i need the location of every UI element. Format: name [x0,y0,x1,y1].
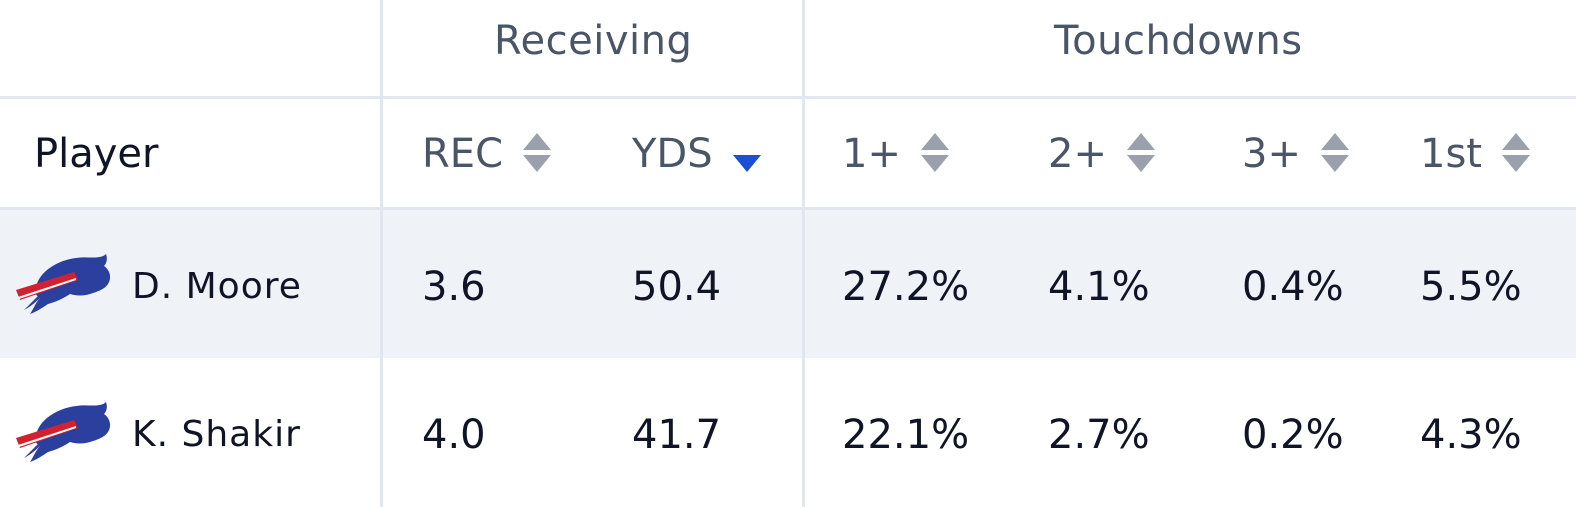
player-name[interactable]: K. Shakir [132,414,301,455]
column-divider [802,0,805,507]
sort-toggle-icon [920,133,949,175]
sort-toggle-icon [1320,133,1349,175]
cell-td3: 0.4% [1242,264,1344,310]
sort-toggle-icon [1501,133,1530,175]
cell-first: 5.5% [1420,264,1522,310]
cell-rec: 4.0 [422,412,486,458]
column-header-label: 2+ [1048,131,1107,177]
group-header-row: Receiving Touchdowns [0,0,1576,99]
column-header-player: Player [34,131,158,177]
group-label-receiving: Receiving [494,18,693,64]
column-header-label: 1st [1420,131,1482,177]
column-header-td3[interactable]: 3+ [1242,131,1349,177]
column-header-first[interactable]: 1st [1420,131,1530,177]
cell-td2: 4.1% [1048,264,1150,310]
sort-descending-icon [732,133,761,175]
column-header-yds[interactable]: YDS [632,131,761,177]
column-header-label: Player [34,131,159,177]
table-row[interactable]: D. Moore 3.6 50.4 27.2% 4.1% 0.4% 5.5% [0,210,1576,358]
column-header-label: REC [422,131,503,177]
column-header-label: 3+ [1242,131,1301,177]
column-divider [380,0,383,507]
cell-td1: 22.1% [842,412,970,458]
column-header-rec[interactable]: REC [422,131,551,177]
player-name[interactable]: D. Moore [132,266,302,307]
column-header-label: YDS [632,131,713,177]
sort-toggle-icon [523,133,551,175]
cell-yds: 50.4 [632,264,722,310]
sort-toggle-icon [1126,133,1155,175]
cell-first: 4.3% [1420,412,1522,458]
column-header-td1[interactable]: 1+ [842,131,949,177]
column-header-label: 1+ [842,131,901,177]
buffalo-bills-logo-icon [16,254,111,314]
column-header-row: Player REC YDS 1+ 2+ 3+ 1st [0,99,1576,210]
cell-td2: 2.7% [1048,412,1150,458]
buffalo-bills-logo-icon [16,402,111,462]
cell-td3: 0.2% [1242,412,1344,458]
group-label-touchdowns: Touchdowns [1054,18,1303,64]
column-header-td2[interactable]: 2+ [1048,131,1155,177]
cell-td1: 27.2% [842,264,970,310]
cell-rec: 3.6 [422,264,486,310]
table-row[interactable]: K. Shakir 4.0 41.7 22.1% 2.7% 0.2% 4.3% [0,358,1576,506]
cell-yds: 41.7 [632,412,722,458]
